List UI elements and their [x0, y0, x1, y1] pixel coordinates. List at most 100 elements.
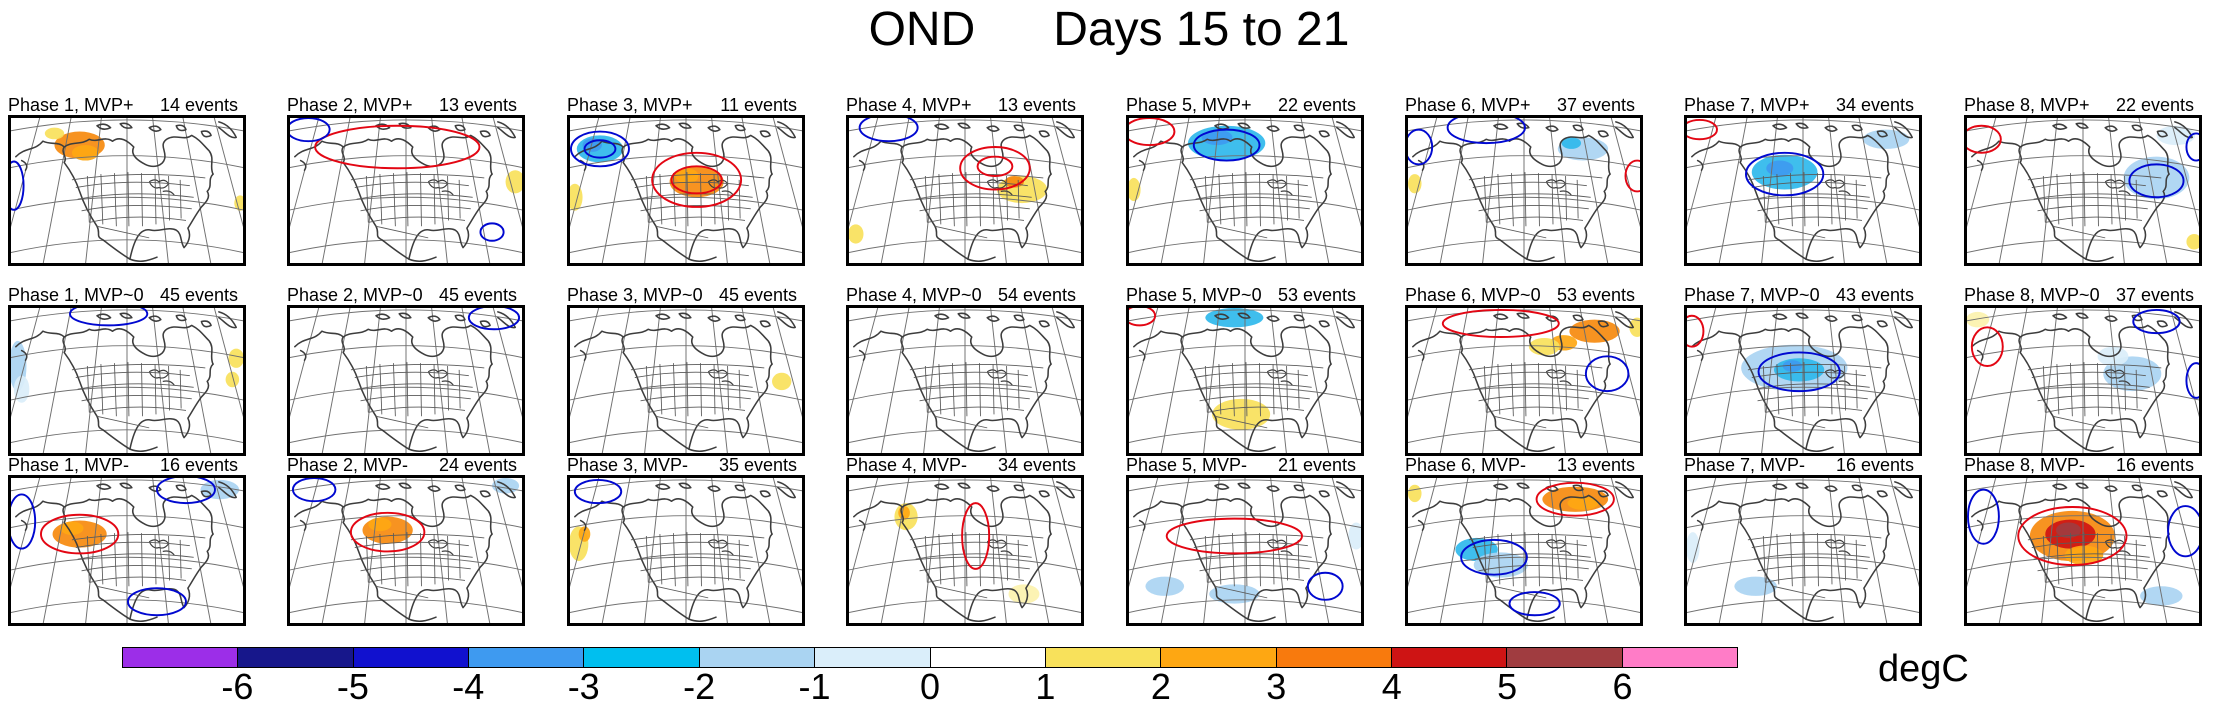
map-panel-r2c7: Phase 7, MVP~0 43 events	[1684, 282, 1922, 456]
contour-line-blue	[1192, 128, 1261, 162]
anomaly-shading-orange	[1569, 319, 1620, 343]
panel-header: Phase 4, MVP- 34 events	[846, 452, 1084, 475]
contour-line-red	[1129, 308, 1157, 327]
panel-header: Phase 2, MVP- 24 events	[287, 452, 525, 475]
colorbar-segment-12	[1506, 647, 1623, 668]
map-canvas	[287, 475, 525, 626]
contour-line-red	[314, 124, 481, 170]
anomaly-shading-lightblue	[1145, 576, 1185, 596]
contour-line-blue	[467, 308, 521, 331]
contour-line-blue	[1967, 488, 2000, 545]
map-panel-r3c4: Phase 4, MVP- 34 events	[846, 452, 1084, 626]
anomaly-shading-amber	[368, 517, 392, 532]
colorbar-segment-3	[468, 647, 585, 668]
colorbar	[122, 647, 1739, 668]
map-canvas	[1684, 475, 1922, 626]
basemap-outline	[11, 308, 243, 453]
panel-header: Phase 4, MVP+ 13 events	[846, 92, 1084, 115]
map-canvas	[1405, 305, 1643, 456]
map-panel-r1c8: Phase 8, MVP+ 22 events	[1964, 92, 2202, 266]
panel-events-label: 34 events	[1835, 95, 1914, 115]
contour-line-blue	[1306, 571, 1344, 601]
panel-events-label: 35 events	[718, 455, 797, 475]
anomaly-shading-paleblue	[1348, 522, 1361, 550]
contour-line-blue	[290, 118, 331, 143]
panel-phase-label: Phase 5, MVP-	[1126, 455, 1248, 475]
map-panel-r1c1: Phase 1, MVP+ 14 events	[8, 92, 246, 266]
colorbar-segment-8	[1044, 647, 1162, 668]
contour-line-red	[670, 165, 723, 195]
contour-line-blue	[156, 478, 216, 505]
map-canvas	[1964, 475, 2202, 626]
panel-header: Phase 6, MVP+ 37 events	[1405, 92, 1643, 115]
contour-line-red	[1535, 481, 1615, 517]
panel-phase-label: Phase 8, MVP-	[1964, 455, 2086, 475]
map-canvas	[287, 115, 525, 266]
colorbar-segment-2	[352, 647, 470, 668]
anomaly-shading-lightblue	[1209, 584, 1260, 604]
contour-line-red	[976, 155, 1014, 177]
panel-events-label: 13 events	[997, 95, 1076, 115]
colorbar-unit-label: degC	[1878, 648, 1969, 690]
basemap-outline	[570, 478, 802, 623]
anomaly-shading-paleblue	[1687, 532, 1700, 564]
anomaly-shading-yellow	[228, 348, 243, 368]
anomaly-shading-dodger	[1782, 360, 1803, 372]
panel-header: Phase 6, MVP- 13 events	[1405, 452, 1643, 475]
basemap-outline	[290, 478, 522, 623]
contour-line-blue	[2185, 132, 2199, 162]
contour-line-red	[1687, 118, 1718, 141]
map-canvas	[8, 475, 246, 626]
panel-header: Phase 5, MVP- 21 events	[1126, 452, 1364, 475]
contour-line-blue	[583, 139, 617, 159]
colorbar-tick-label: 2	[1150, 666, 1171, 707]
basemap-outline	[1687, 308, 1919, 453]
panel-phase-label: Phase 2, MVP-	[287, 455, 409, 475]
map-canvas	[846, 115, 1084, 266]
basemap-outline	[1967, 308, 2199, 453]
anomaly-shading-darkred	[2055, 522, 2082, 538]
colorbar-segment-9	[1160, 647, 1277, 668]
panel-events-label: 54 events	[997, 285, 1076, 305]
panel-header: Phase 7, MVP+ 34 events	[1684, 92, 1922, 115]
contour-line-blue	[127, 587, 187, 617]
basemap-outline	[1129, 118, 1361, 263]
panel-phase-label: Phase 3, MVP+	[567, 95, 693, 115]
map-panel-r2c4: Phase 4, MVP~0 54 events	[846, 282, 1084, 456]
figure-title-days: Days 15 to 21	[1053, 3, 1350, 56]
anomaly-shading-yellow	[1212, 398, 1271, 430]
basemap-outline	[849, 308, 1081, 453]
panel-phase-label: Phase 6, MVP-	[1405, 455, 1527, 475]
colorbar-tick-label: 1	[1035, 666, 1056, 707]
panel-phase-label: Phase 2, MVP+	[287, 95, 413, 115]
map-panel-r3c3: Phase 3, MVP- 35 events	[567, 452, 805, 626]
panel-header: Phase 6, MVP~0 53 events	[1405, 282, 1643, 305]
map-panel-r2c6: Phase 6, MVP~0 53 events	[1405, 282, 1643, 456]
map-canvas	[1405, 115, 1643, 266]
panel-header: Phase 8, MVP+ 22 events	[1964, 92, 2202, 115]
panel-events-label: 45 events	[438, 285, 517, 305]
colorbar-segment-4	[583, 647, 700, 668]
map-panel-r1c6: Phase 6, MVP+ 37 events	[1405, 92, 1643, 266]
panel-phase-label: Phase 7, MVP~0	[1684, 285, 1820, 305]
contour-line-red	[1441, 308, 1560, 338]
panel-header: Phase 7, MVP- 16 events	[1684, 452, 1922, 475]
anomaly-shading-yellow	[505, 170, 522, 194]
panel-events-label: 16 events	[1835, 455, 1914, 475]
contour-line-blue	[573, 478, 623, 505]
panel-events-label: 11 events	[720, 95, 797, 115]
panel-phase-label: Phase 4, MVP~0	[846, 285, 982, 305]
panel-phase-label: Phase 6, MVP~0	[1405, 285, 1541, 305]
contour-line-blue	[570, 130, 630, 168]
panel-events-label: 22 events	[2115, 95, 2194, 115]
map-canvas	[1126, 475, 1364, 626]
colorbar-tick-label: -1	[798, 666, 831, 707]
anomaly-shading-paleblue	[2156, 125, 2196, 146]
map-panel-r3c8: Phase 8, MVP- 16 events	[1964, 452, 2202, 626]
anomaly-shading-dodger	[1766, 160, 1794, 176]
basemap-outline	[1129, 478, 1361, 623]
contour-line-blue	[2132, 308, 2181, 335]
panel-header: Phase 3, MVP- 35 events	[567, 452, 805, 475]
map-canvas	[1964, 115, 2202, 266]
colorbar-tick-label: 5	[1497, 666, 1518, 707]
